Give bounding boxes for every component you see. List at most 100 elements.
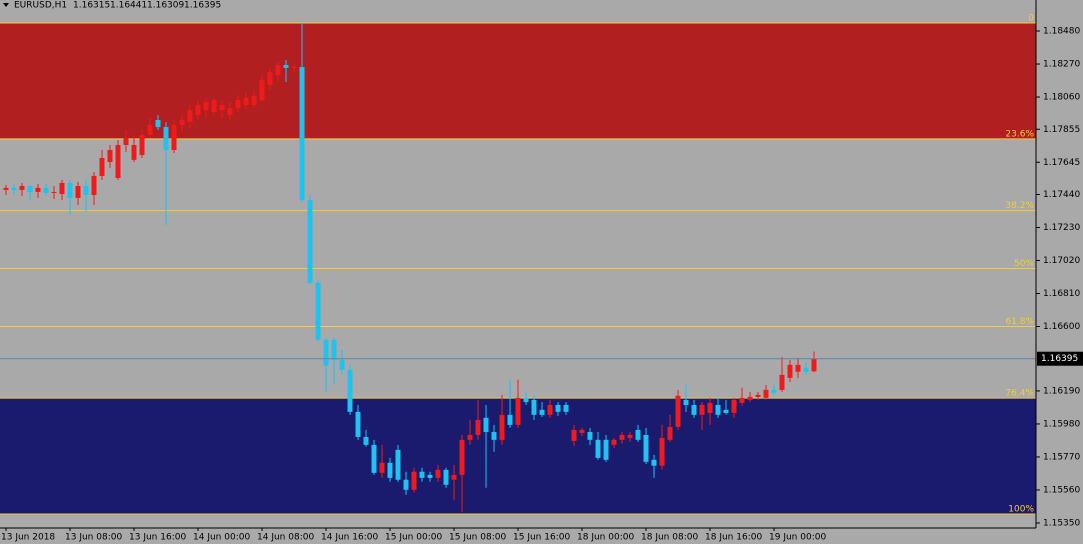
- candle-body: [43, 187, 49, 193]
- y-tick-label: 1.17230: [1043, 223, 1080, 233]
- candle-body: [787, 364, 793, 378]
- fib-level-label: 100%: [1008, 505, 1034, 515]
- y-tick-label: 1.18060: [1043, 93, 1080, 103]
- candle-body: [715, 404, 721, 415]
- candle-body: [547, 404, 553, 415]
- candle-body: [411, 471, 417, 490]
- candle-body: [59, 183, 65, 195]
- fib-level-label: 38.2%: [1005, 201, 1034, 211]
- candle-body: [227, 108, 233, 115]
- candle-body: [603, 439, 609, 460]
- candle-body: [795, 364, 801, 372]
- x-tick-label: 14 Jun 16:00: [321, 533, 378, 543]
- fib-zone: [0, 23, 1036, 139]
- x-tick-label: 18 Jun 08:00: [641, 533, 698, 543]
- candle-body: [571, 429, 577, 441]
- x-tick-label: 15 Jun 08:00: [449, 533, 506, 543]
- candle-body: [115, 144, 121, 178]
- candle-body: [803, 367, 809, 372]
- candle-body: [355, 411, 361, 437]
- candle-body: [491, 431, 497, 440]
- header-low: 1.16309: [147, 1, 184, 11]
- candle-body: [243, 97, 249, 106]
- fib-level-label: 61.8%: [1005, 317, 1034, 327]
- candle-body: [179, 119, 185, 126]
- candle-body: [299, 67, 305, 200]
- candle-body: [523, 397, 529, 402]
- candle-body: [235, 100, 241, 109]
- candle-body: [483, 417, 489, 432]
- y-tick-label: 1.15560: [1043, 485, 1080, 495]
- candle-body: [195, 105, 201, 115]
- candle-body: [515, 397, 521, 425]
- candle-body: [587, 431, 593, 440]
- y-tick-label: 1.16190: [1043, 386, 1080, 396]
- candle-body: [131, 144, 137, 160]
- candle-body: [83, 185, 89, 195]
- candle-body: [19, 185, 25, 190]
- candle-body: [155, 119, 161, 128]
- candle-body: [139, 134, 145, 156]
- menu-triangle: [3, 3, 9, 7]
- y-tick-label: 1.18480: [1043, 27, 1080, 37]
- candle-body: [443, 469, 449, 485]
- candle-body: [595, 439, 601, 458]
- candle-body: [211, 100, 217, 112]
- candle-body: [467, 434, 473, 440]
- candle-body: [187, 109, 193, 123]
- candle-body: [339, 359, 345, 370]
- candle-body: [427, 474, 433, 478]
- candle-body: [555, 404, 561, 412]
- fib-level-label: 76.4%: [1005, 389, 1034, 399]
- y-tick-label: 1.18270: [1043, 60, 1080, 70]
- candle-body: [267, 72, 273, 85]
- x-tick-label: 15 Jun 00:00: [385, 533, 442, 543]
- plot-area: 0 23.6% 38.2% 50% 61.8% 76.4% 100%: [0, 14, 1036, 515]
- candle-body: [99, 158, 105, 176]
- y-tick-label: 1.15770: [1043, 452, 1080, 462]
- candle-body: [643, 434, 649, 462]
- x-tick-label: 14 Jun 00:00: [193, 533, 250, 543]
- candle-body: [507, 414, 513, 425]
- fib-level-label: 23.6%: [1005, 129, 1034, 139]
- header-high: 1.16441: [110, 1, 147, 11]
- candle-body: [11, 187, 17, 190]
- y-tick-label: 1.17855: [1043, 125, 1080, 135]
- candle-body: [347, 369, 353, 412]
- candle-body: [691, 404, 697, 415]
- fib-level-label: 0: [1028, 14, 1034, 24]
- candle-body: [203, 102, 209, 110]
- x-tick-label: 13 Jun 2018: [1, 533, 55, 543]
- y-tick-label: 1.17440: [1043, 190, 1080, 200]
- x-tick-label: 19 Jun 00:00: [769, 533, 826, 543]
- candle-body: [259, 80, 265, 101]
- x-tick-label: 18 Jun 16:00: [705, 533, 762, 543]
- header-open: 1.16315: [73, 1, 110, 11]
- candle-body: [499, 414, 505, 440]
- current-price-label: 1.16395: [1041, 354, 1078, 364]
- candle-body: [75, 185, 81, 198]
- candle-body: [67, 183, 73, 198]
- candle-body: [147, 125, 153, 135]
- candle-body: [251, 95, 257, 106]
- candle-body: [371, 444, 377, 473]
- x-tick-label: 18 Jun 00:00: [577, 533, 634, 543]
- candle-body: [731, 399, 737, 413]
- candle-body: [651, 459, 657, 466]
- chart-title: EURUSD,H1: [14, 1, 67, 11]
- current-price-box: [1037, 351, 1083, 366]
- candle-body: [755, 394, 761, 397]
- candle-body: [739, 397, 745, 403]
- candle-body: [475, 419, 481, 435]
- candle-body: [667, 426, 673, 440]
- candle-body: [563, 404, 569, 412]
- candle-body: [403, 479, 409, 490]
- candle-body: [107, 149, 113, 162]
- x-tick-label: 14 Jun 08:00: [257, 533, 314, 543]
- candle-body: [619, 434, 625, 440]
- candle-body: [747, 396, 753, 400]
- candle-body: [395, 449, 401, 480]
- candle-body: [291, 67, 297, 69]
- candle-body: [707, 402, 713, 413]
